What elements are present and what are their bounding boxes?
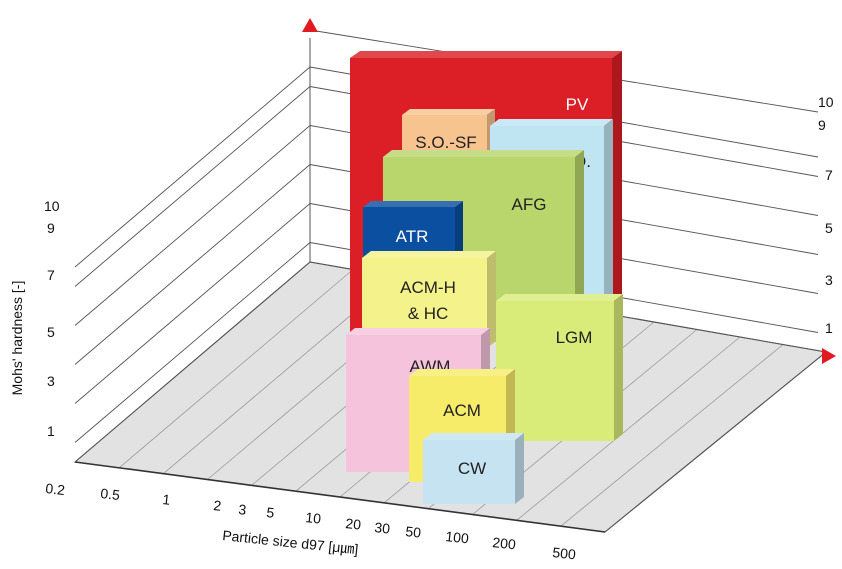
left-floor-edge — [74, 261, 311, 463]
y-tick-back: 5 — [825, 220, 833, 236]
box-label-acm: ACM — [443, 401, 481, 420]
x-tick: 2 — [213, 497, 223, 514]
x-tick: 1 — [162, 491, 172, 508]
box-label-acm-h-hc: & HC — [408, 304, 449, 323]
box-top — [409, 369, 515, 376]
x-tick: 20 — [345, 515, 362, 533]
floor-gridline — [560, 344, 784, 527]
x-tick: 5 — [266, 504, 276, 521]
box-acm-h-hc: ACM-H & HC — [362, 251, 496, 348]
box-lgm: LGM — [496, 294, 623, 441]
floor-gridline — [516, 336, 741, 521]
y-tick-left: 1 — [47, 423, 55, 439]
box-front — [362, 258, 487, 348]
y-tick-back: 3 — [825, 272, 833, 288]
right-floor-edge — [604, 351, 827, 533]
box-top — [423, 433, 524, 440]
y-tick-left: 7 — [47, 267, 55, 283]
x-axis-line — [74, 461, 606, 533]
box-label-pv: PV — [566, 95, 589, 114]
x-tick: 0.2 — [45, 480, 66, 498]
box-top — [383, 150, 584, 157]
box-label-atr: ATR — [396, 227, 429, 246]
box-top — [350, 51, 622, 58]
left-wall-gridline — [74, 242, 311, 443]
left-wall-gridline — [74, 86, 311, 287]
box-side — [612, 51, 622, 338]
left-wall-gridline — [74, 164, 311, 365]
y-tick-left: 10 — [44, 198, 60, 214]
y-axis-title: Mohs' hardness [-] — [9, 281, 25, 396]
box-label-afg: AFG — [512, 195, 547, 214]
x-tick: 200 — [492, 534, 517, 552]
left-wall-gridline — [74, 66, 311, 268]
box-front — [496, 301, 614, 441]
box-side — [604, 119, 613, 316]
y-tick-left: 5 — [47, 324, 55, 340]
box-top — [346, 328, 490, 335]
box-label-s-o-sf: S.O.-SF — [415, 133, 476, 152]
y-tick-back: 10 — [818, 94, 834, 110]
x-tick: 30 — [374, 519, 391, 537]
y-tick-back: 9 — [818, 117, 826, 133]
floor-gridline — [118, 269, 354, 469]
x-axis-arrow — [822, 348, 836, 364]
x-tick: 500 — [552, 544, 577, 562]
x-tick: 0.5 — [100, 485, 121, 503]
x-tick: 3 — [238, 501, 248, 518]
box-top — [363, 201, 463, 207]
box-front — [363, 207, 455, 262]
y-tick-back: 7 — [825, 167, 833, 183]
x-tick: 100 — [445, 528, 470, 546]
y-tick-back: 1 — [825, 320, 833, 336]
box-side — [487, 251, 496, 348]
box-front — [423, 440, 515, 504]
box-side — [455, 201, 463, 262]
box-cw: CW — [423, 433, 524, 504]
y-tick-left: 9 — [47, 220, 55, 236]
box-label-cw: CW — [458, 459, 486, 478]
box-label-acm-h-hc: ACM-H — [400, 278, 456, 297]
left-wall-gridline — [74, 125, 311, 326]
x-tick: 10 — [305, 509, 322, 527]
box-side — [515, 433, 524, 504]
box-top — [402, 109, 495, 115]
box-label-lgm: LGM — [556, 328, 593, 347]
left-wall-gridline — [74, 203, 311, 404]
box-top — [490, 119, 613, 126]
x-axis-title: Particle size d97 [μ㎛] — [222, 527, 359, 558]
box-atr: ATR — [363, 201, 463, 262]
z-axis-arrow — [302, 18, 318, 32]
box-side — [614, 294, 623, 441]
x-tick: 50 — [405, 523, 422, 541]
box-top — [496, 294, 623, 301]
y-tick-left: 3 — [47, 373, 55, 389]
box-top — [362, 251, 496, 258]
